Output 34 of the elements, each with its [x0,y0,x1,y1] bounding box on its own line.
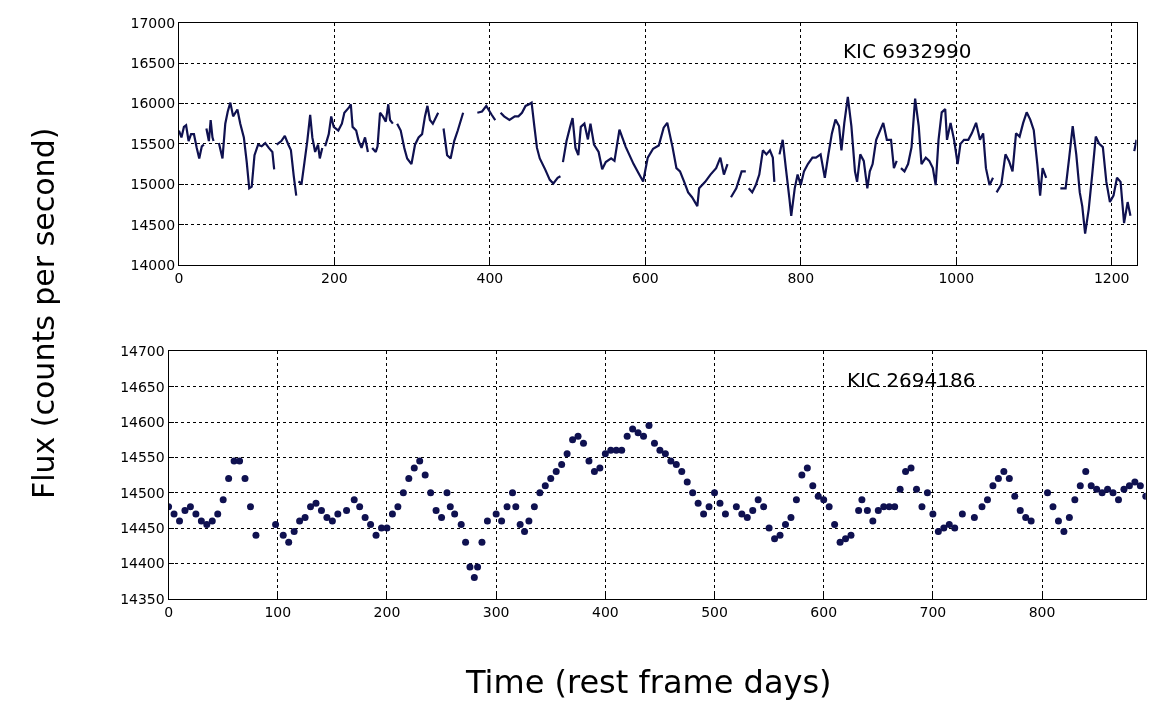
x-tick-label: 200 [321,270,348,287]
x-tick-label: 800 [787,270,815,287]
y-tick-label: 14400 [120,555,165,572]
y-tick-label: 15500 [130,135,176,152]
y-tick-label: 14550 [120,449,165,466]
y-axis-title: Flux (counts per second) [26,127,62,500]
x-tick-label: 400 [476,270,504,287]
y-tick-label: 14500 [120,484,165,501]
x-tick-label: 500 [701,603,728,620]
x-tick-label: 0 [174,270,184,287]
x-tick-label: 1000 [938,270,975,287]
x-tick-label: 300 [482,603,510,620]
x-tick-label: 600 [631,270,659,287]
y-tick-label: 15000 [130,176,176,193]
x-tick-label: 0 [164,603,174,620]
y-tick-label: 14600 [120,413,165,430]
x-tick-label: 800 [1028,603,1056,620]
x-tick-label: 600 [810,603,838,620]
y-tick-label: 14000 [130,257,176,274]
annotation: KIC 6932990 [843,39,972,63]
y-tick-label: 16500 [130,54,176,71]
x-tick-label: 400 [591,603,619,620]
x-tick-label: 1200 [1093,270,1130,287]
x-tick-label: 100 [264,603,292,620]
x-axis-title: Time (rest frame days) [465,663,832,701]
y-tick-label: 14650 [120,378,165,395]
y-tick-label: 16000 [130,95,176,112]
y-tick-label: 14350 [120,590,165,607]
x-tick-label: 200 [373,603,401,620]
y-tick-label: 14500 [130,216,176,233]
x-tick-label: 700 [919,603,947,620]
y-tick-label: 14450 [120,519,165,536]
y-tick-label: 17000 [130,14,176,31]
y-tick-label: 14700 [120,343,165,360]
